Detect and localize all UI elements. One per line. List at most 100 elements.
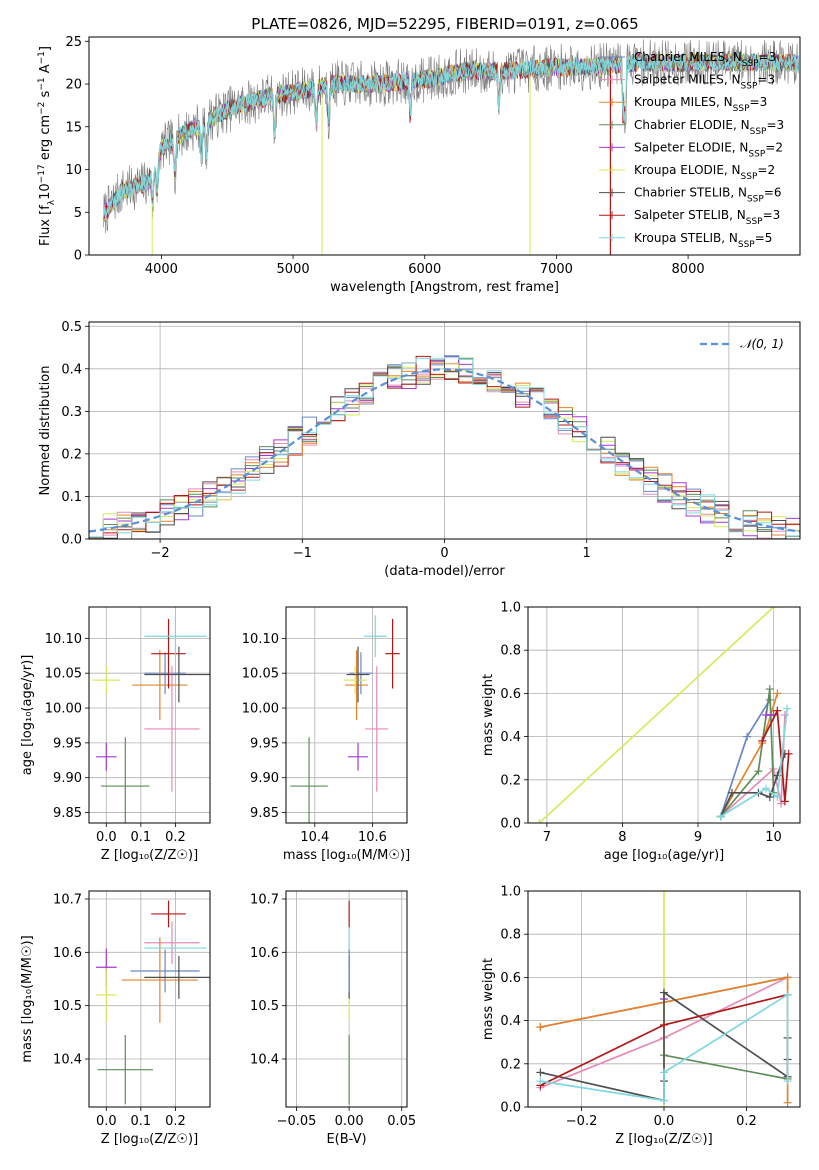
legend-entry: Kroupa ELODIE, NSSP=2 — [634, 163, 775, 182]
legend-entry: Chabrier MILES, NSSP=3 — [634, 50, 776, 69]
axes-frame — [285, 890, 408, 1108]
y-tick-label: 0.6 — [500, 687, 521, 702]
y-tick-label: 10.10 — [45, 632, 82, 647]
weight-marker — [783, 973, 792, 982]
x-tick-label: 0.1 — [131, 1114, 152, 1129]
y-tick-label: 0.0 — [500, 817, 521, 832]
legend-entry: Salpeter ELODIE, NSSP=2 — [634, 140, 783, 159]
y-tick-label: 1.0 — [500, 601, 521, 616]
y-tick-label: 0.2 — [500, 1057, 521, 1072]
x-tick-label: −0.2 — [566, 1114, 598, 1129]
y-tick-label: 9.90 — [53, 771, 82, 786]
y-tick-label: 10.6 — [53, 946, 82, 961]
errorbar-point — [95, 742, 117, 771]
y-tick-label: 10.5 — [250, 999, 279, 1014]
errorbar-point — [144, 926, 207, 970]
weight-marker — [765, 793, 774, 802]
weight-series-line — [720, 688, 775, 818]
x-tick-label: −0.05 — [277, 1114, 317, 1129]
weight-series-line — [720, 714, 786, 818]
y-tick-label: 10.00 — [242, 702, 279, 717]
model-spectrum — [103, 53, 800, 219]
weight-marker — [716, 812, 725, 821]
y-tick-label: 9.95 — [250, 736, 279, 751]
weight-marker — [660, 1020, 668, 1029]
weight-marker — [728, 788, 736, 797]
x-tick-label: 0.0 — [654, 1114, 675, 1129]
x-axis-label: Z [log₁₀(Z/Z☉)] — [615, 1132, 712, 1147]
y-tick-label: 10.00 — [45, 702, 82, 717]
x-tick-label: 10.6 — [358, 830, 387, 845]
plot-area — [92, 615, 210, 823]
weight-marker — [765, 685, 774, 694]
legend-entry: Kroupa MILES, NSSP=3 — [634, 95, 767, 114]
x-tick-label: 9 — [694, 830, 702, 845]
spectrum-panel: 4000 5000 6000 7000 8000 0 5 10 15 20 25 wavelength… — [37, 35, 801, 295]
errorbar-point — [95, 968, 117, 1022]
y-tick-label: 0.2 — [500, 773, 521, 788]
weight-marker — [777, 799, 786, 808]
y-tick-label: 0.6 — [500, 971, 521, 986]
x-tick-label: 0.2 — [165, 830, 186, 845]
errorbar-point — [144, 921, 200, 965]
y-tick-label: 0.4 — [500, 1014, 521, 1029]
axes-frame — [88, 606, 211, 824]
x-axis-label: Z [log₁₀(Z/Z☉)] — [101, 848, 198, 863]
errorbar-point — [363, 615, 387, 658]
y-tick-label: 0.8 — [500, 928, 521, 943]
errorbar-point — [347, 742, 369, 771]
y-axis-label: mass weight — [481, 958, 496, 1040]
x-axis-label: (data-model)/error — [384, 564, 505, 579]
x-tick-label: 0.05 — [387, 1114, 416, 1129]
figure-title: PLATE=0826, MJD=52295, FIBERID=0191, z=0… — [251, 15, 638, 33]
y-tick-label: 0.3 — [61, 405, 82, 420]
y-tick-label: 9.95 — [53, 736, 82, 751]
errorbar-point — [144, 652, 186, 695]
axes-frame — [527, 606, 801, 824]
plot-area — [290, 615, 400, 823]
y-axis-label: mass [log₁₀(M/M☉)] — [20, 935, 35, 1062]
x-tick-label: 5000 — [277, 262, 310, 277]
y-tick-label: 15 — [65, 120, 82, 135]
x-tick-label: 6000 — [408, 262, 441, 277]
y-tick-label: 0.5 — [61, 320, 82, 335]
weight-marker — [780, 711, 789, 719]
weight-marker — [783, 704, 792, 713]
weight-marker — [660, 891, 668, 895]
residual-histogram — [89, 359, 800, 539]
y-tick-label: 0.8 — [500, 644, 521, 659]
y-tick-label: 10.10 — [242, 632, 279, 647]
errorbar-point — [290, 737, 328, 823]
y-axis-label: Normed distribution — [38, 366, 53, 496]
x-tick-label: 0.2 — [165, 1114, 186, 1129]
x-tick-label: 0.1 — [131, 830, 152, 845]
errorbar-point — [151, 900, 186, 928]
mass-vs-ebv-panel: −0.05 0.00 0.05 10.4 10.5 10.6 10.7 E(B-V) — [250, 890, 416, 1147]
model-spectrum — [103, 52, 800, 217]
legend-entry: Chabrier ELODIE, NSSP=3 — [634, 118, 784, 137]
plot-area — [535, 607, 793, 823]
x-tick-label: −2 — [151, 546, 170, 561]
x-axis-label: wavelength [Angstrom, rest frame] — [330, 280, 559, 295]
y-tick-label: 9.85 — [250, 806, 279, 821]
age-vs-metallicity-panel: 0.0 0.1 0.2 9.85 9.90 9.95 10.00 10.05 10.10 Z [l… — [20, 606, 211, 863]
errorbar-point — [349, 652, 373, 695]
y-tick-label: 0.0 — [500, 1101, 521, 1116]
y-tick-label: 9.85 — [53, 806, 82, 821]
residual-histogram-panel: −2 −1 0 1 2 0.0 0.1 0.2 0.3 0.4 0.5 (data-model)/er… — [38, 320, 801, 579]
x-tick-label: 7 — [543, 830, 551, 845]
errorbar-point — [101, 737, 150, 823]
axes-frame — [88, 321, 801, 540]
y-tick-label: 0.4 — [61, 362, 82, 377]
weight-marker — [773, 793, 782, 802]
plot-area — [536, 891, 792, 1107]
x-tick-label: 10 — [765, 830, 782, 845]
weight-marker — [743, 732, 752, 741]
x-tick-label: 0.2 — [736, 1114, 757, 1129]
weight-marker — [784, 749, 793, 758]
weight-marker — [783, 990, 792, 999]
x-tick-label: 1 — [583, 546, 591, 561]
errorbar-point — [345, 650, 369, 720]
residual-histogram — [89, 356, 800, 538]
